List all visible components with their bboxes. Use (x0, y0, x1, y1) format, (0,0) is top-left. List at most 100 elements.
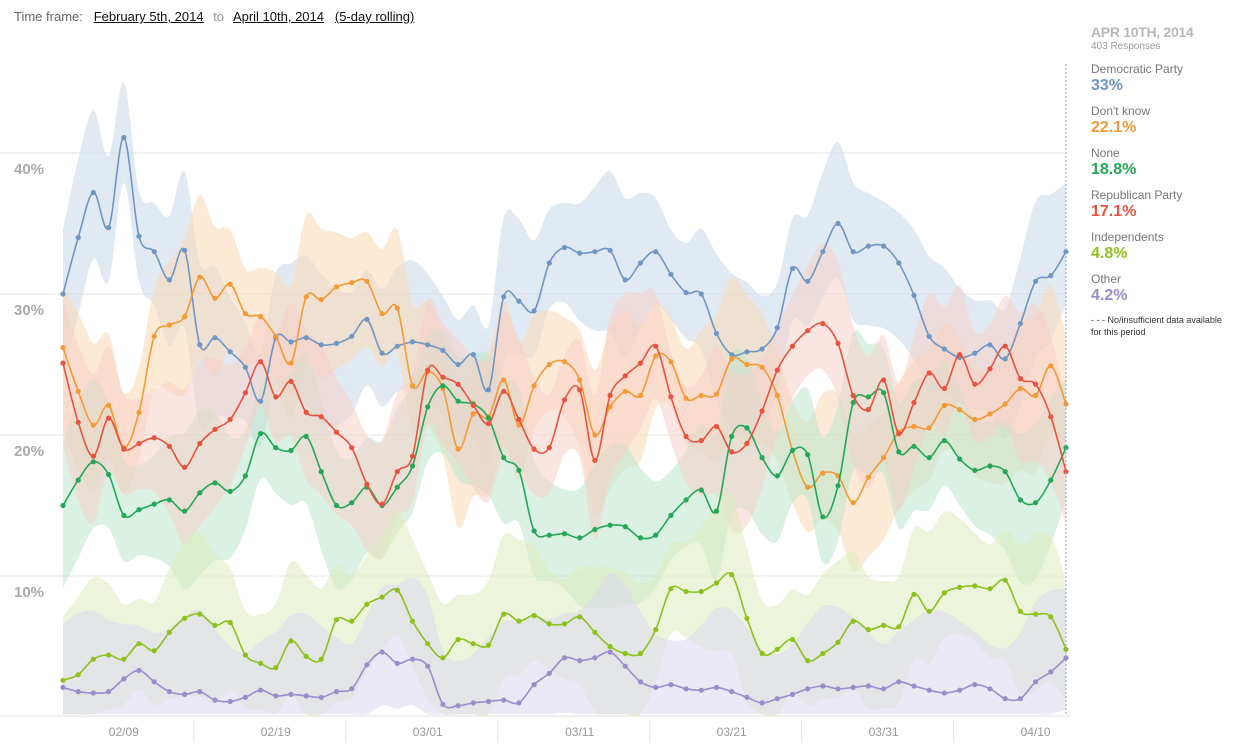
data-point (683, 433, 689, 439)
data-point (987, 686, 993, 692)
legend-date: APR 10TH, 2014 (1091, 24, 1194, 40)
x-tick-label: 02/19 (261, 725, 291, 739)
legend-item-other[interactable]: Other 4.2% (1091, 272, 1231, 305)
data-point (531, 682, 537, 688)
data-point (653, 249, 659, 255)
data-point (182, 247, 188, 253)
data-point (60, 291, 66, 297)
legend-value: 17.1% (1091, 203, 1137, 220)
end-date-link[interactable]: April 10th, 2014 (232, 9, 325, 24)
y-tick-label: 10% (14, 584, 44, 601)
data-point (197, 611, 203, 617)
data-point (273, 693, 279, 699)
data-point (136, 507, 142, 513)
data-point (881, 390, 887, 396)
data-point (182, 314, 188, 320)
data-point (501, 455, 507, 461)
data-point (926, 608, 932, 614)
confidence-band (63, 572, 1066, 715)
legend-item-independents[interactable]: Independents 4.8% (1091, 230, 1231, 263)
data-point (151, 249, 157, 255)
data-point (333, 429, 340, 435)
data-point (972, 416, 978, 423)
legend-item-republican[interactable]: Republican Party 17.1% (1091, 188, 1231, 221)
data-point (820, 249, 826, 255)
data-point (637, 392, 644, 399)
data-point (90, 690, 96, 696)
data-point (242, 390, 248, 396)
start-date-link[interactable]: February 5th, 2014 (93, 9, 204, 24)
data-point (1017, 696, 1024, 702)
data-point (835, 220, 841, 227)
data-point (394, 660, 400, 667)
data-point (653, 343, 659, 349)
data-point (501, 697, 507, 703)
data-point (75, 419, 81, 425)
legend-item-democratic[interactable]: Democratic Party 33% (1091, 62, 1231, 95)
rolling-mode-link[interactable]: (5-day rolling) (334, 9, 415, 24)
data-point (957, 352, 963, 358)
data-point (440, 701, 446, 707)
data-point (470, 700, 476, 706)
data-point (409, 339, 416, 345)
data-point (258, 359, 264, 365)
data-point (273, 665, 279, 671)
data-point (151, 679, 157, 685)
data-point (789, 691, 796, 698)
data-point (485, 642, 492, 648)
data-point (136, 233, 142, 239)
data-point (926, 370, 932, 376)
data-point (561, 621, 568, 627)
data-point (1017, 321, 1024, 327)
data-point (349, 333, 355, 339)
data-point (1033, 679, 1039, 685)
data-point (197, 490, 203, 496)
data-point (1048, 669, 1054, 675)
data-point (592, 457, 598, 463)
data-point (668, 682, 674, 688)
data-point (850, 249, 856, 255)
data-point (865, 627, 872, 633)
x-tick-label: 04/10 (1021, 725, 1051, 739)
legend-item-none[interactable]: None 18.8% (1091, 146, 1231, 179)
data-point (75, 672, 81, 678)
data-point (531, 528, 537, 534)
legend-item-dont-know[interactable]: Don't know 22.1% (1091, 104, 1231, 137)
data-point (896, 431, 902, 437)
data-point (941, 385, 948, 392)
data-point (1002, 343, 1008, 349)
data-point (881, 686, 887, 692)
data-point (409, 383, 416, 389)
data-point (106, 402, 112, 408)
data-point (1033, 392, 1039, 399)
data-point (349, 618, 355, 624)
data-point (896, 260, 902, 266)
data-point (911, 591, 917, 597)
data-point (409, 618, 416, 624)
data-point (774, 392, 780, 399)
data-point (805, 328, 811, 334)
data-point (166, 277, 172, 283)
data-point (212, 335, 218, 341)
data-point (166, 629, 172, 636)
data-point (1033, 278, 1039, 284)
data-point (75, 689, 81, 695)
data-point (531, 308, 537, 314)
data-point (151, 648, 157, 654)
data-point (303, 693, 309, 699)
data-point (333, 617, 340, 623)
data-point (865, 407, 872, 413)
data-point (789, 447, 796, 454)
data-point (1002, 469, 1008, 475)
data-point (242, 311, 248, 317)
data-point (60, 502, 66, 509)
data-point (455, 398, 461, 404)
data-point (759, 364, 765, 370)
data-point (805, 658, 811, 664)
data-point (637, 535, 644, 541)
data-point (75, 388, 81, 394)
data-point (318, 342, 324, 348)
data-point (379, 350, 385, 356)
legend-label: Other (1091, 272, 1122, 286)
